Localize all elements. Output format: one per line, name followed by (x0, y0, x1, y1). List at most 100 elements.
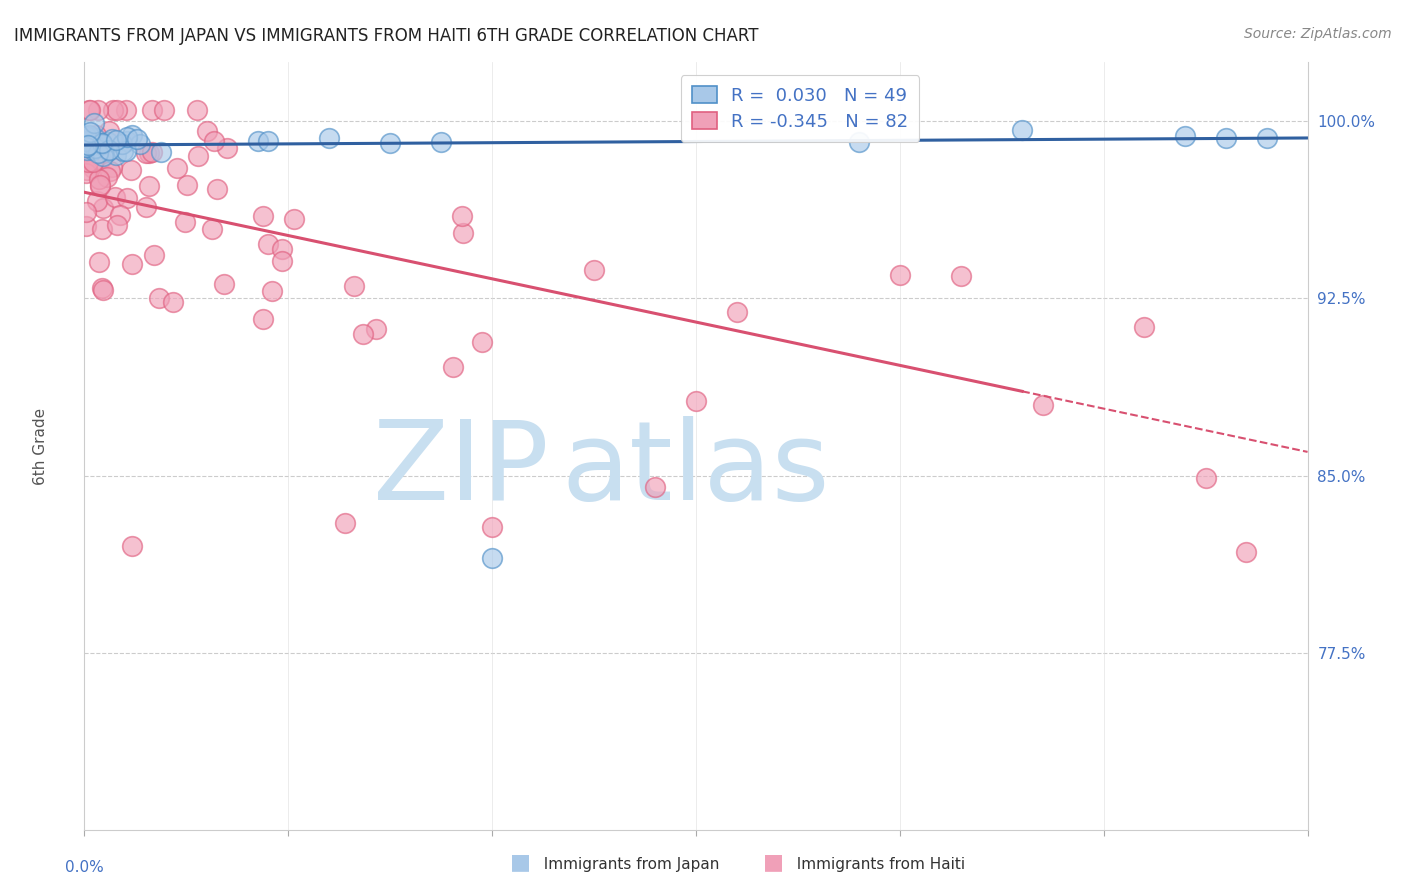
Point (143, 248, 166, 262)
Point (481, 551, 503, 566)
Point (481, 520, 503, 534)
Point (583, 263, 606, 277)
Text: ■: ■ (510, 853, 530, 872)
Point (97, 135, 120, 149)
Point (82, 143, 104, 157)
Point (90, 137, 112, 152)
Point (104, 189, 127, 203)
Point (89, 138, 111, 153)
Point (162, 295, 184, 310)
Point (150, 145, 173, 159)
Point (79, 128, 101, 143)
Point (318, 131, 340, 145)
Point (93, 201, 115, 215)
Point (111, 137, 134, 152)
Point (82, 155, 104, 169)
Point (101, 103, 124, 117)
Point (148, 291, 170, 305)
Point (87, 254, 110, 268)
Point (195, 124, 218, 138)
Point (215, 141, 238, 155)
Point (100, 132, 122, 146)
Point (83, 116, 105, 130)
Point (252, 311, 274, 326)
Point (91, 149, 114, 163)
Point (127, 132, 149, 146)
Point (135, 146, 157, 161)
Point (1256, 130, 1278, 145)
Point (141, 145, 163, 159)
Point (380, 136, 402, 150)
Point (89, 178, 111, 193)
Point (75, 136, 97, 151)
Point (90, 136, 112, 150)
Point (187, 149, 209, 163)
Point (84, 130, 107, 145)
Point (111, 144, 134, 158)
Point (104, 147, 127, 161)
Point (174, 215, 197, 229)
Point (205, 182, 228, 196)
Point (201, 222, 224, 236)
Point (87, 146, 110, 161)
Point (75, 166, 97, 180)
Point (1032, 398, 1054, 412)
Point (153, 103, 176, 117)
Point (115, 134, 138, 148)
Text: Immigrants from Japan: Immigrants from Japan (534, 857, 720, 872)
Text: Source: ZipAtlas.com: Source: ZipAtlas.com (1244, 27, 1392, 41)
Text: ■: ■ (763, 853, 783, 872)
Point (76, 134, 98, 148)
Point (104, 133, 127, 147)
Point (166, 161, 188, 175)
Point (352, 327, 374, 342)
Point (97, 145, 120, 159)
Point (141, 103, 163, 117)
Point (1215, 130, 1237, 145)
Point (176, 178, 198, 192)
Point (101, 160, 124, 174)
Text: ZIP: ZIP (374, 416, 550, 523)
Point (97, 124, 120, 138)
Point (335, 516, 357, 530)
Point (98, 164, 121, 178)
Point (76, 138, 98, 153)
Point (430, 135, 453, 149)
Point (128, 137, 150, 152)
Point (75, 128, 97, 143)
Point (270, 254, 292, 268)
Legend: R =  0.030   N = 49, R = -0.345   N = 82: R = 0.030 N = 49, R = -0.345 N = 82 (681, 75, 920, 142)
Point (685, 394, 707, 409)
Point (75, 140, 97, 154)
Point (90, 152, 112, 166)
Point (79, 103, 101, 117)
Point (90, 280, 112, 294)
Point (89, 178, 111, 192)
Point (91, 284, 114, 298)
Point (441, 360, 464, 375)
Point (87, 172, 110, 186)
Point (115, 145, 138, 159)
Point (260, 284, 283, 298)
Point (950, 268, 973, 283)
Point (79, 130, 101, 145)
Point (97, 144, 120, 158)
Point (186, 103, 208, 117)
Point (91, 136, 114, 150)
Point (79, 125, 101, 139)
Point (86, 194, 108, 208)
Point (138, 146, 160, 161)
Point (115, 103, 138, 117)
Point (1195, 470, 1218, 484)
Point (105, 103, 128, 117)
Point (76, 155, 98, 169)
Point (75, 139, 97, 153)
Point (246, 134, 269, 148)
Point (257, 237, 280, 252)
Point (86, 128, 108, 142)
Point (121, 128, 143, 143)
Point (725, 305, 748, 319)
Point (76, 143, 98, 157)
Point (77, 136, 100, 151)
Point (138, 178, 160, 193)
